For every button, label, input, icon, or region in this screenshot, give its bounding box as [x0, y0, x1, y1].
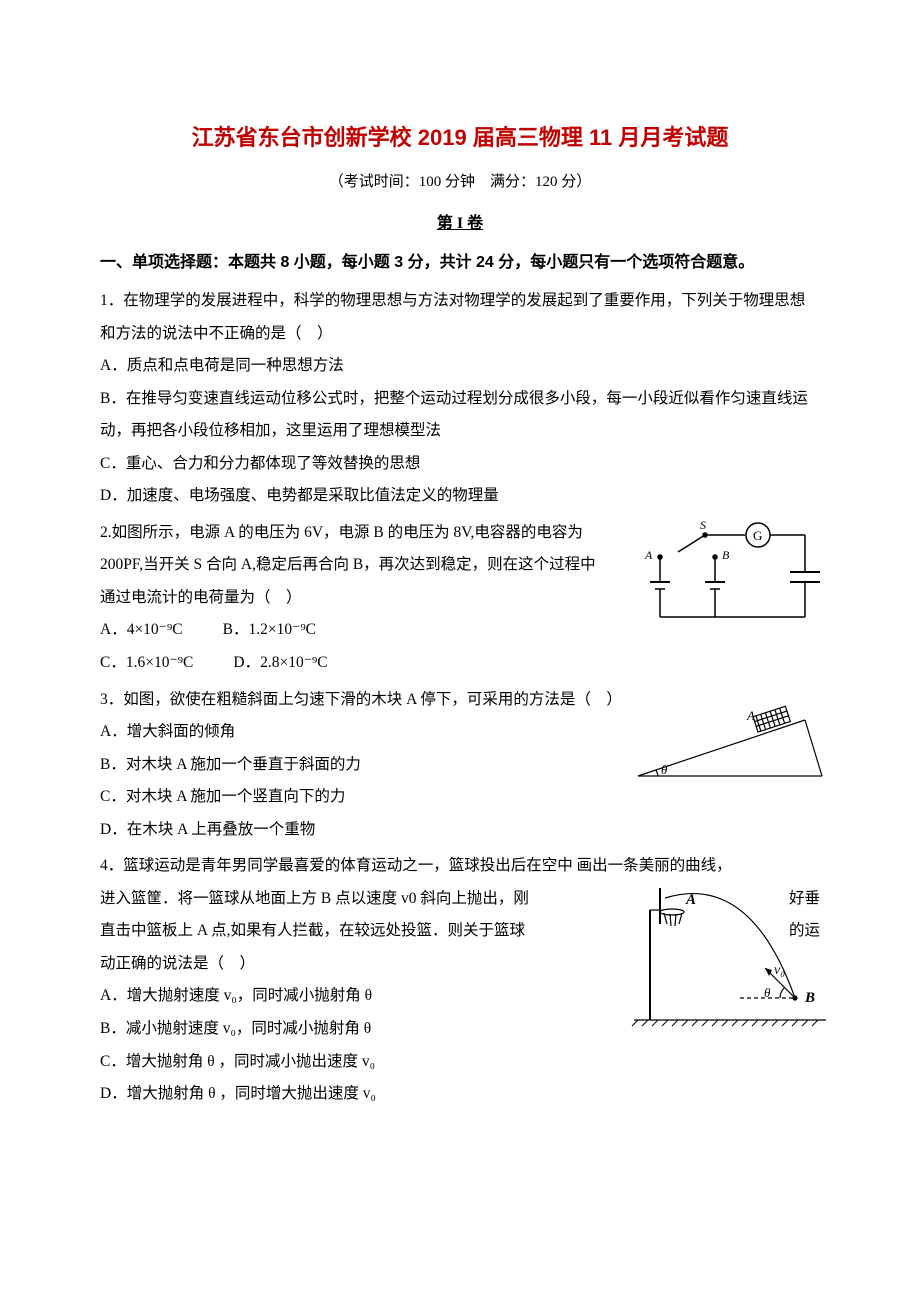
svg-text:θ: θ [661, 762, 668, 777]
svg-text:v₀: v₀ [774, 963, 785, 978]
q2-choice-d: D．2.8×10⁻⁹C [233, 647, 327, 680]
q3-incline-figure: θ A [630, 702, 830, 799]
q2-choice-a: A．4×10⁻⁹C [100, 614, 183, 647]
section-label: 第 I 卷 [100, 209, 820, 233]
svg-text:G: G [753, 528, 762, 543]
q1-choice-a: A．质点和点电荷是同一种思想方法 [100, 350, 820, 383]
section-heading: 一、单项选择题：本题共 8 小题，每小题 3 分，共计 24 分，每小题只有一个… [100, 247, 820, 279]
q1-choice-b: B．在推导匀变速直线运动位移公式时，把整个运动过程划分成很多小段，每一小段近似看… [100, 383, 820, 448]
question-4: A B v₀ θ 4．篮球运动是青年男同学最喜爱的体育运动之一，篮球投出后在空中… [100, 850, 820, 1110]
page-title: 江苏省东台市创新学校 2019 届高三物理 11 月月考试题 [100, 120, 820, 152]
q4-line3a: 直击中篮板上 A 点,如果有人拦截，在较远处投篮．则关于篮球 [100, 915, 525, 948]
question-1: 1．在物理学的发展进程中，科学的物理思想与方法对物理学的发展起到了重要作用，下列… [100, 285, 820, 513]
q2-circuit-figure: S A B [630, 517, 830, 650]
q1-stem: 1．在物理学的发展进程中，科学的物理思想与方法对物理学的发展起到了重要作用，下列… [100, 285, 820, 350]
q2-row2: C．1.6×10⁻⁹C D．2.8×10⁻⁹C [100, 647, 820, 680]
q1-choice-d: D．加速度、电场强度、电势都是采取比值法定义的物理量 [100, 480, 820, 513]
q4-line1: 4．篮球运动是青年男同学最喜爱的体育运动之一，篮球投出后在空中 画出一条美丽的曲… [100, 850, 820, 883]
q4-choice-d: D．增大抛射角 θ ，同时增大抛出速度 v₀ [100, 1078, 820, 1111]
svg-text:S: S [700, 518, 706, 532]
q2-choice-b: B．1.2×10⁻⁹C [223, 614, 316, 647]
q1-choice-c: C．重心、合力和分力都体现了等效替换的思想 [100, 448, 820, 481]
svg-text:B: B [804, 990, 815, 1006]
q4-basketball-figure: A B v₀ θ [630, 880, 830, 1043]
svg-text:A: A [685, 892, 696, 908]
question-3: 3．如图，欲使在粗糙斜面上匀速下滑的木块 A 停下，可采用的方法是（ ） θ [100, 684, 820, 847]
q2-choice-c: C．1.6×10⁻⁹C [100, 647, 193, 680]
svg-text:A: A [644, 548, 653, 562]
question-2: S A B [100, 517, 820, 680]
svg-text:B: B [722, 548, 730, 562]
svg-text:A: A [746, 708, 755, 723]
q4-line2a: 进入篮筐．将一篮球从地面上方 B 点以速度 v0 斜向上抛出，刚 [100, 883, 529, 916]
svg-text:θ: θ [764, 985, 771, 1000]
q4-choice-c: C．增大抛射角 θ ，同时减小抛出速度 v₀ [100, 1046, 820, 1079]
q3-choice-d: D．在木块 A 上再叠放一个重物 [100, 814, 820, 847]
exam-info: （考试时间：100 分钟 满分：120 分） [100, 170, 820, 191]
